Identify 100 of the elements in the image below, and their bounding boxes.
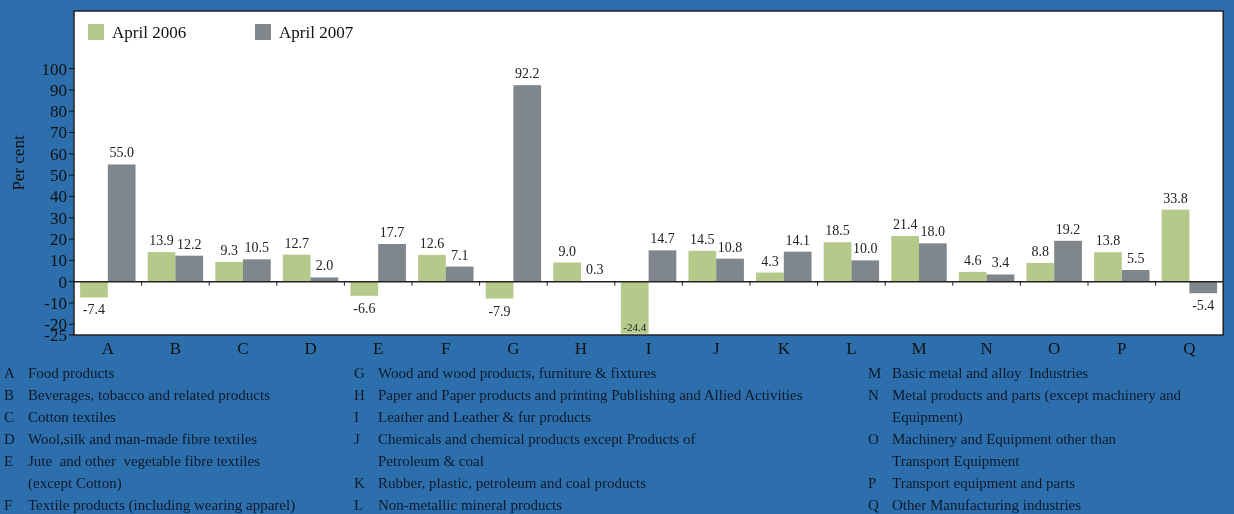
text: C Cotton textiles [4, 409, 117, 425]
y-tick-label: 40 [50, 187, 67, 207]
bar [243, 259, 271, 282]
data-label: -7.9 [488, 303, 511, 319]
bar [1094, 252, 1122, 282]
x-tick-label: M [911, 339, 927, 358]
x-tick-label: O [1048, 339, 1061, 358]
data-label: 2.0 [315, 258, 334, 274]
bar [986, 274, 1015, 282]
bar [1026, 262, 1055, 282]
x-tick-label: E [373, 339, 384, 358]
data-label: 12.7 [284, 235, 309, 251]
bar [1121, 269, 1150, 282]
data-label: 12.6 [419, 235, 445, 251]
data-label: 21.4 [892, 217, 918, 233]
x-tick-label: I [645, 339, 652, 358]
bar [823, 242, 852, 282]
x-tick-label: A [101, 339, 115, 358]
bar [147, 252, 176, 282]
text: H Paper and Paper products and printing Publishing and Allied Activities [354, 387, 803, 403]
data-label: 19.2 [1055, 221, 1081, 237]
data-label: 18.5 [825, 223, 850, 239]
data-label: 7.1 [450, 247, 469, 263]
data-label: 10.8 [717, 239, 743, 255]
bar [851, 260, 880, 282]
legend-label: April 2007 [279, 23, 354, 42]
data-label: 4.3 [761, 253, 779, 269]
data-label: 10.0 [853, 241, 878, 257]
text: K Rubber, plastic, petroleum and coal products [354, 475, 647, 491]
bar [485, 281, 514, 299]
legend-label: April 2006 [112, 23, 187, 42]
bar [310, 277, 339, 282]
text: P Transport equipment and parts [868, 475, 1076, 491]
y-tick-label: 100 [41, 59, 67, 79]
y-tick-label: -10 [44, 293, 67, 313]
data-label: 14.5 [690, 231, 715, 247]
x-tick-label: D [304, 339, 317, 358]
y-tick-label: 90 [50, 80, 67, 100]
bar [175, 255, 204, 282]
bar [688, 250, 717, 282]
x-tick-label: B [169, 339, 182, 358]
bar [1054, 240, 1082, 282]
y-tick-label: 10 [50, 251, 67, 271]
y-axis-title: Per cent [9, 135, 28, 191]
x-tick-label: H [574, 339, 588, 358]
bar [1189, 281, 1218, 294]
x-tick-label: K [777, 339, 791, 358]
data-label: 9.3 [220, 242, 238, 258]
bar [418, 254, 446, 282]
data-label: 4.6 [963, 252, 982, 268]
bar [891, 236, 919, 282]
bar [513, 85, 542, 282]
bar [350, 281, 379, 296]
x-tick-label: Q [1183, 339, 1196, 358]
text: G Wood and wood products, furniture & fixtures [354, 365, 657, 381]
bar [80, 281, 108, 298]
y-tick-label: 70 [50, 123, 67, 143]
data-label: -5.4 [1192, 298, 1215, 314]
text: I Leather and Leather & fur products [354, 409, 591, 425]
text: M Basic metal and alloy Industries [868, 365, 1089, 381]
bar [215, 261, 243, 282]
bar [107, 164, 136, 282]
bar [282, 254, 311, 282]
data-label: 10.5 [244, 240, 270, 256]
text: J Chemicals and chemical products except Products of Petroleum & coal [354, 431, 696, 469]
text: E Jute and other vegetable fibre textiles (except Cotton) [4, 453, 261, 492]
data-label: -24.4 [623, 320, 647, 333]
y-tick-label: 80 [50, 102, 67, 122]
y-tick-label: 50 [50, 166, 67, 186]
text: O Machinery and Equipment other than Transport Equipment [868, 431, 1117, 469]
data-label: 0.3 [586, 262, 604, 278]
text: A Food products [4, 365, 115, 381]
x-tick-label: G [507, 339, 520, 358]
bar [648, 250, 677, 282]
x-tick-label: F [441, 339, 451, 358]
data-label: -7.4 [82, 302, 106, 318]
bar [783, 251, 812, 282]
x-tick-label: N [980, 339, 993, 358]
x-tick-label: P [1117, 339, 1127, 358]
x-tick-label: C [237, 339, 249, 358]
y-tick-label: 30 [50, 208, 67, 228]
data-label: 5.5 [1126, 250, 1145, 266]
y-tick-label: 60 [50, 144, 67, 164]
data-label: 14.7 [650, 231, 675, 247]
data-label: 14.1 [785, 232, 810, 248]
data-label: 13.9 [149, 233, 174, 249]
x-tick-label: L [846, 339, 857, 358]
data-label: 9.0 [558, 243, 576, 259]
bar [919, 243, 947, 282]
y-tick-label: 0 [58, 272, 67, 292]
bar [620, 281, 649, 334]
bar [553, 262, 581, 282]
data-label: 12.2 [177, 236, 202, 252]
data-label: 3.4 [991, 255, 1010, 271]
text: Q Other Manufacturing industries [868, 497, 1082, 513]
text: D Wool,silk and man-made fibre textiles [4, 431, 258, 447]
data-label: 13.8 [1095, 233, 1121, 249]
bar [958, 271, 987, 282]
data-label: 18.0 [920, 224, 946, 240]
data-label: -6.6 [353, 300, 376, 316]
